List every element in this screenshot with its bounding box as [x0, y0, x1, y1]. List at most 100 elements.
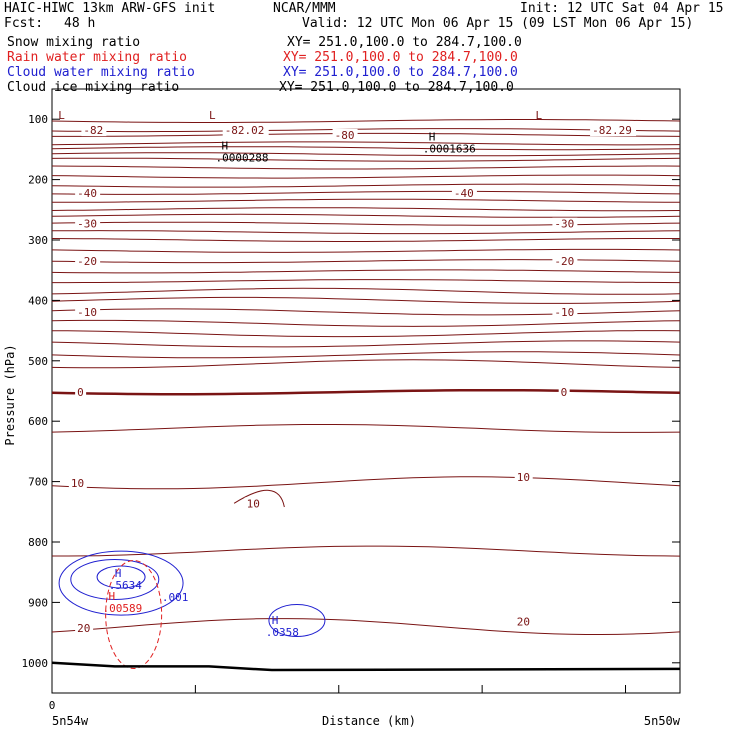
x-tick-label-0: 0	[49, 699, 56, 712]
isotherm-12	[51, 207, 681, 212]
temp-label-bg-8	[75, 255, 101, 268]
temp-label-14: 10	[71, 477, 84, 490]
extremum-value-5: .5634	[109, 579, 142, 592]
isotherm-11	[52, 198, 680, 203]
temp-label-bg-12	[75, 386, 87, 399]
y-tick-label-900: 900	[28, 596, 48, 609]
extremum-value-6: .00589	[103, 602, 143, 615]
temp-label-6: -30	[77, 218, 97, 231]
extremum-value-4: .0001636	[423, 142, 476, 155]
y-tick-label-1000: 1000	[22, 657, 49, 670]
temp-label-4: -40	[77, 187, 97, 200]
isotherm-9	[51, 183, 681, 188]
cloud-contour-outer	[58, 550, 184, 616]
isotherm-p10-bulge	[233, 489, 285, 508]
extremum-kind-3: H	[222, 139, 229, 152]
temp-label-bg-4	[75, 186, 101, 199]
isotherm-27	[51, 351, 681, 359]
y-tick-label-200: 200	[28, 174, 48, 187]
temp-label-bg-17	[75, 621, 94, 634]
isotherm-0	[51, 119, 681, 123]
isotherm-p15	[52, 545, 681, 557]
temp-label-bg-9	[552, 255, 578, 268]
x-end-label-left: 5n54w	[52, 714, 89, 728]
temp-label-bg-15	[514, 470, 533, 483]
temp-label-2: -80	[335, 129, 355, 142]
temp-label-bg-10	[75, 305, 101, 318]
isotherm-26	[51, 340, 681, 348]
y-tick-label-100: 100	[28, 113, 48, 126]
x-end-label-right: 5n50w	[644, 714, 681, 728]
isotherm-23	[51, 308, 681, 316]
isotherm-m5	[51, 359, 681, 369]
isotherm-5	[51, 152, 681, 157]
temp-label-bg-0	[81, 124, 107, 137]
temp-label-5: -40	[454, 187, 474, 200]
temp-label-18: 20	[517, 616, 530, 629]
y-tick-label-500: 500	[28, 355, 48, 368]
cloud-contour-mid	[70, 558, 160, 600]
ground-surface	[51, 661, 681, 672]
x-axis-title: Distance (km)	[322, 714, 416, 728]
rain-contour	[105, 559, 163, 669]
temp-label-17: 20	[77, 622, 90, 635]
fcst-value: 48 h	[64, 16, 96, 31]
legend-snow-label: Snow mixing ratio	[7, 35, 141, 50]
extremum-kind-2: L	[536, 109, 543, 122]
isotherm-20	[52, 279, 681, 284]
extremum-kind-5: H	[115, 567, 122, 580]
temp-label-bg-14	[68, 476, 87, 489]
extremum-kind-4: H	[429, 130, 436, 143]
temp-label-bg-1	[222, 124, 269, 137]
y-axis-title: Pressure (hPa)	[3, 344, 17, 445]
extremum-value-7: .0358	[266, 626, 299, 639]
contour-labels: -82 -82.02 -80 -82.29 -40 -40 -30 -30 -20 -20 -10 -…	[58, 109, 637, 639]
temp-label-bg-7	[552, 217, 578, 230]
y-tick-label-300: 300	[28, 234, 48, 247]
isotherm-24	[51, 319, 681, 327]
y-tick-label-800: 800	[28, 536, 48, 549]
temp-label-15: 10	[517, 471, 530, 484]
isotherm-22	[51, 296, 681, 304]
isotherm-6	[51, 157, 681, 162]
cloud-water-contours	[58, 550, 326, 638]
temp-label-7: -30	[554, 218, 574, 231]
isotherm-8	[51, 174, 681, 179]
legend-rain-label: Rain water mixing ratio	[7, 50, 188, 65]
isotherm-19	[51, 269, 681, 274]
temp-label-12: 0	[77, 386, 84, 399]
isotherm-1	[51, 128, 681, 133]
temp-label-bg-11	[552, 305, 578, 318]
extremum-kind-0: L	[58, 109, 65, 122]
isotherm-10	[51, 190, 681, 195]
isotherm-13	[51, 213, 681, 218]
isotherm-2	[52, 132, 681, 137]
y-tick-label-600: 600	[28, 415, 48, 428]
temp-label-bg-2	[332, 128, 358, 141]
legend-cloud-water-label: Cloud water mixing ratio	[7, 65, 195, 80]
isotherm-p10	[51, 476, 681, 490]
isotherm-16	[51, 238, 680, 242]
temp-label-bg-16	[244, 497, 263, 510]
legend-rain-xy: XY= 251.0,100.0 to 284.7,100.0	[283, 50, 518, 65]
temp-label-bg-5	[451, 186, 477, 199]
temp-label-9: -20	[554, 255, 574, 268]
temp-label-13: 0	[561, 386, 568, 399]
valid-time: Valid: 12 UTC Mon 06 Apr 15 (09 LST Mon …	[302, 16, 694, 31]
isotherm-7	[51, 165, 681, 170]
isotherm-18	[51, 259, 681, 264]
extremum-value-3: .0000288	[216, 151, 269, 164]
isotherm-15	[51, 230, 681, 235]
ground-line	[51, 661, 681, 672]
extremum-kind-1: L	[209, 109, 216, 122]
isotherm-17	[51, 248, 681, 253]
rain-water-contours	[105, 559, 163, 669]
temperature-contours	[51, 119, 681, 635]
isotherm-p20	[51, 618, 681, 635]
temp-label-bg-18	[514, 615, 533, 628]
plot-frame	[51, 88, 681, 694]
legend-snow-xy: XY= 251.0,100.0 to 284.7,100.0	[287, 35, 522, 50]
isotherm-25	[51, 330, 681, 338]
